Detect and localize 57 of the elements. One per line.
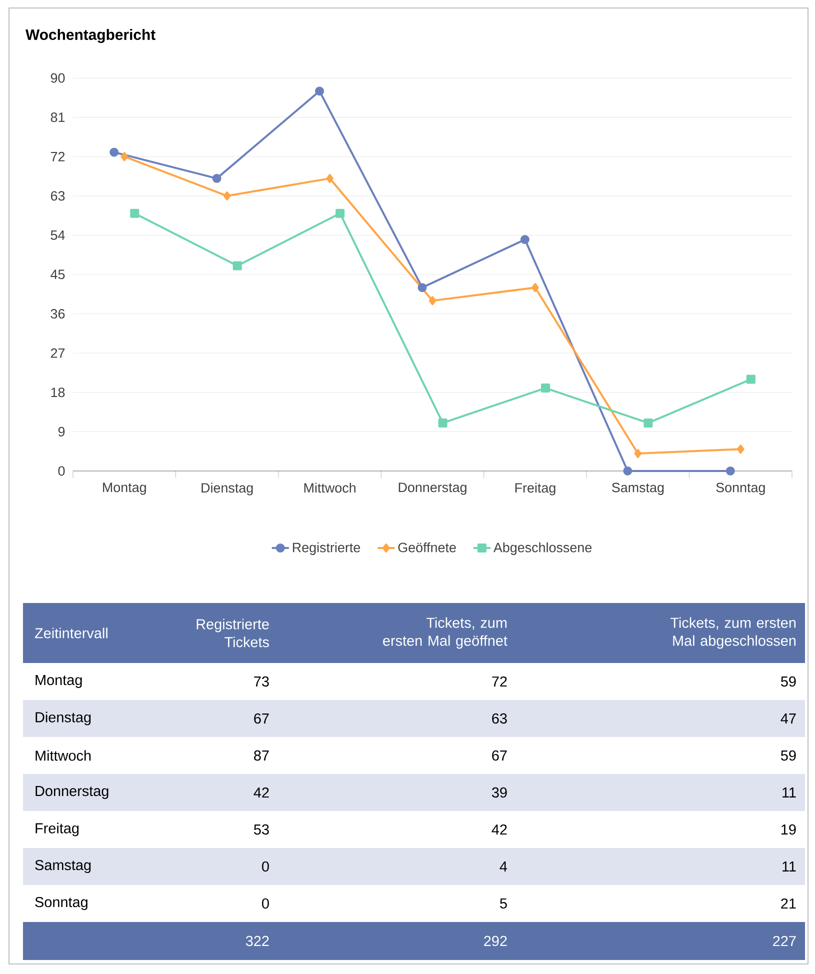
legend-label: Registrierte (292, 542, 360, 555)
x-tick-label: Mittwoch (304, 482, 356, 493)
legend-label: Abgeschlossene (493, 542, 592, 555)
y-tick-label: 90 (50, 73, 65, 83)
text: 72 (492, 676, 507, 687)
text: 59 (780, 750, 796, 761)
text: 47 (780, 714, 796, 724)
y-tick-label: 72 (50, 152, 65, 162)
category-label: Mittwoch (36, 750, 91, 761)
text: 227 (773, 936, 796, 946)
chart-title: Wochentagbericht (26, 29, 156, 43)
category-label: Samstag (35, 860, 91, 874)
text: 5 (500, 898, 507, 909)
y-tick-label: 27 (50, 348, 65, 358)
text: 322 (246, 936, 269, 946)
category-label: Montag (36, 675, 82, 688)
text: 4 (500, 862, 508, 872)
text: 73 (254, 676, 269, 687)
text: Registrierte Tickets (196, 618, 269, 648)
x-tick-label: Montag (103, 482, 146, 495)
text: 63 (492, 713, 507, 724)
x-tick-label: Freitag (515, 482, 556, 496)
y-tick-label: 36 (50, 309, 65, 319)
y-tick-label: 54 (50, 230, 65, 240)
text: 42 (254, 787, 269, 798)
y-tick-label: 81 (50, 112, 65, 122)
y-tick-label: 0 (58, 466, 65, 476)
x-tick-label: Dienstag (202, 482, 253, 496)
text: 292 (484, 936, 507, 946)
category-label: Donnerstag (36, 786, 108, 799)
text: 42 (492, 824, 507, 835)
text: 59 (780, 676, 796, 687)
text: Tickets, zum ersten Mal geöffnet (383, 617, 508, 649)
text: 67 (492, 750, 507, 761)
text: 19 (782, 824, 796, 835)
y-tick-label: 63 (50, 191, 65, 201)
category-label: Dienstag (36, 712, 91, 726)
text: 53 (254, 824, 269, 835)
y-tick-label: 45 (50, 270, 65, 280)
legend-label: Geöffnete (398, 542, 456, 552)
x-tick-label: Donnerstag (398, 482, 466, 495)
text: Tickets, zum ersten Mal abgeschlossen (670, 617, 796, 649)
category-label: Sonntag (35, 896, 88, 910)
text: 21 (781, 898, 796, 909)
text: 11 (782, 862, 796, 872)
text: Zeitintervall (34, 628, 108, 638)
y-tick-label: 18 (51, 388, 65, 398)
category-label: Freitag (36, 822, 79, 836)
x-tick-label: Sonntag (716, 482, 765, 495)
text: 39 (492, 787, 507, 798)
text: 67 (254, 713, 269, 724)
y-tick-label: 9 (58, 426, 65, 436)
x-tick-label: Samstag (612, 482, 664, 495)
text: 0 (262, 861, 269, 872)
text: 87 (254, 750, 269, 761)
text: 0 (262, 898, 269, 909)
text: 11 (782, 788, 796, 798)
